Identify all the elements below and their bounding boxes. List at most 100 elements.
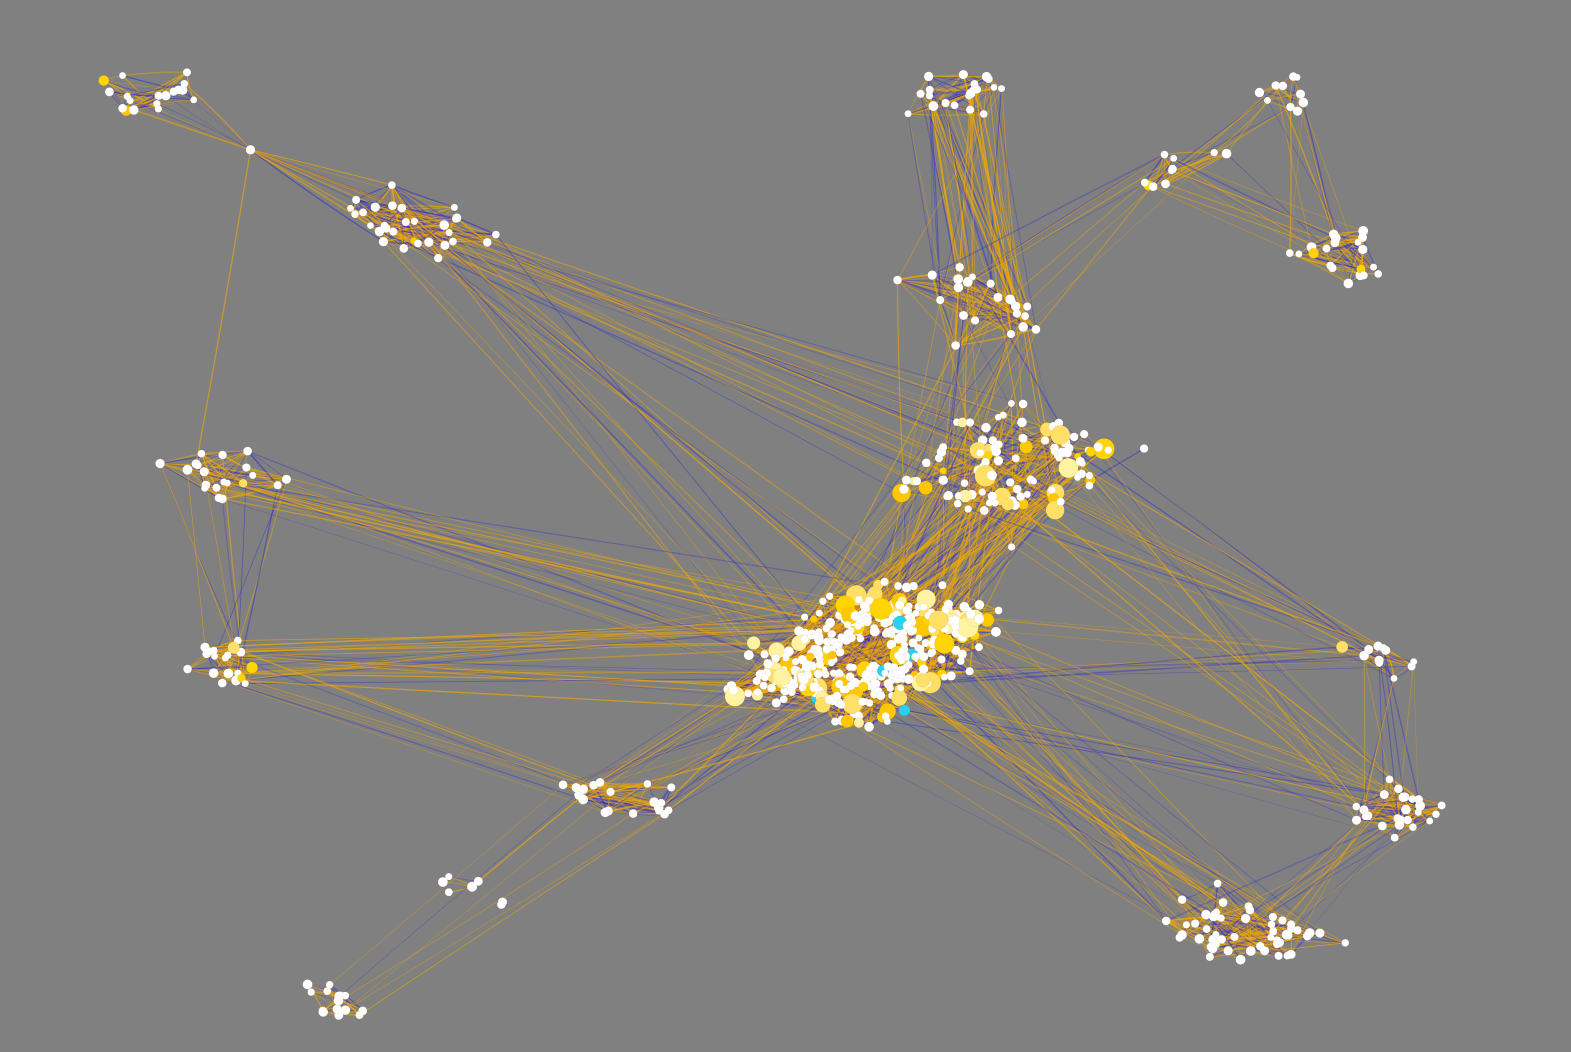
graph-node[interactable]	[1222, 149, 1232, 159]
graph-node[interactable]	[119, 72, 126, 79]
graph-node-highlighted[interactable]	[810, 615, 818, 623]
graph-node[interactable]	[1296, 90, 1305, 99]
graph-node[interactable]	[243, 447, 252, 456]
graph-node[interactable]	[926, 86, 934, 94]
graph-node[interactable]	[959, 70, 968, 79]
graph-node[interactable]	[379, 237, 388, 246]
graph-node[interactable]	[399, 244, 408, 253]
graph-node[interactable]	[924, 72, 933, 81]
graph-node[interactable]	[904, 674, 914, 684]
graph-node[interactable]	[744, 689, 752, 697]
graph-node-highlighted[interactable]	[940, 467, 947, 474]
graph-node[interactable]	[763, 659, 772, 668]
graph-node[interactable]	[1018, 322, 1028, 332]
graph-node[interactable]	[1032, 325, 1041, 334]
graph-node[interactable]	[857, 635, 864, 642]
graph-node[interactable]	[894, 582, 902, 590]
graph-node[interactable]	[388, 201, 397, 210]
graph-node[interactable]	[1322, 245, 1330, 253]
graph-node[interactable]	[411, 218, 418, 225]
graph-node[interactable]	[840, 634, 849, 643]
graph-node[interactable]	[961, 479, 969, 487]
graph-node[interactable]	[371, 203, 380, 212]
graph-node[interactable]	[388, 181, 396, 189]
graph-node[interactable]	[819, 597, 827, 605]
graph-node-highlighted[interactable]	[99, 75, 110, 86]
graph-node[interactable]	[1009, 298, 1016, 305]
graph-node[interactable]	[439, 220, 449, 230]
graph-node[interactable]	[397, 204, 406, 213]
graph-node[interactable]	[928, 101, 938, 111]
graph-node[interactable]	[1170, 155, 1177, 162]
graph-node[interactable]	[966, 106, 974, 114]
graph-node[interactable]	[831, 718, 839, 726]
graph-node[interactable]	[864, 722, 874, 732]
graph-node[interactable]	[850, 664, 857, 671]
graph-node[interactable]	[899, 634, 908, 643]
graph-node-highlighted[interactable]	[916, 673, 931, 688]
graph-node[interactable]	[835, 669, 844, 678]
graph-node[interactable]	[194, 461, 202, 469]
graph-node[interactable]	[816, 660, 824, 668]
graph-node[interactable]	[1211, 149, 1218, 156]
graph-node[interactable]	[182, 465, 192, 475]
graph-node[interactable]	[905, 110, 912, 117]
graph-node[interactable]	[124, 93, 131, 100]
graph-node[interactable]	[953, 274, 963, 284]
graph-node[interactable]	[966, 609, 975, 618]
graph-node[interactable]	[215, 494, 223, 502]
graph-node-highlighted[interactable]	[239, 479, 248, 488]
graph-node[interactable]	[782, 652, 790, 660]
graph-node[interactable]	[274, 481, 282, 489]
graph-node[interactable]	[1370, 264, 1377, 271]
graph-node[interactable]	[434, 254, 443, 263]
graph-node[interactable]	[944, 600, 953, 609]
graph-node[interactable]	[903, 653, 910, 660]
graph-node[interactable]	[987, 280, 995, 288]
graph-node[interactable]	[200, 467, 209, 476]
graph-node[interactable]	[995, 607, 1003, 615]
graph-node[interactable]	[772, 698, 781, 707]
graph-node[interactable]	[1286, 249, 1294, 257]
graph-node[interactable]	[367, 222, 374, 229]
graph-node[interactable]	[424, 238, 433, 247]
graph-node[interactable]	[760, 650, 768, 658]
graph-node[interactable]	[744, 650, 754, 660]
graph-node[interactable]	[826, 593, 833, 600]
graph-node[interactable]	[902, 583, 912, 593]
graph-node-highlighted[interactable]	[1308, 248, 1318, 258]
graph-node[interactable]	[760, 682, 768, 690]
graph-node[interactable]	[1016, 492, 1025, 501]
graph-node[interactable]	[813, 645, 822, 654]
graph-node[interactable]	[870, 679, 878, 687]
graph-node-highlighted[interactable]	[934, 634, 954, 654]
graph-node[interactable]	[155, 105, 162, 112]
graph-node[interactable]	[847, 682, 855, 690]
graph-node[interactable]	[483, 238, 492, 247]
graph-node-highlighted[interactable]	[747, 636, 760, 649]
graph-node[interactable]	[154, 92, 162, 100]
graph-node[interactable]	[998, 85, 1005, 92]
graph-node[interactable]	[826, 618, 835, 627]
graph-node[interactable]	[249, 472, 256, 479]
graph-node[interactable]	[896, 666, 905, 675]
graph-node[interactable]	[941, 674, 948, 681]
graph-node[interactable]	[979, 436, 986, 443]
graph-node[interactable]	[919, 652, 928, 661]
graph-node[interactable]	[402, 218, 410, 226]
graph-node[interactable]	[1286, 103, 1294, 111]
graph-node[interactable]	[1330, 238, 1339, 247]
graph-node[interactable]	[794, 626, 804, 636]
graph-node[interactable]	[780, 695, 788, 703]
graph-node[interactable]	[920, 603, 927, 610]
graph-node[interactable]	[973, 85, 981, 93]
graph-node[interactable]	[885, 629, 893, 637]
graph-node[interactable]	[810, 682, 820, 692]
graph-node[interactable]	[155, 459, 164, 468]
graph-node[interactable]	[917, 90, 925, 98]
graph-node[interactable]	[1343, 279, 1353, 289]
graph-node[interactable]	[884, 662, 893, 671]
graph-node[interactable]	[951, 341, 960, 350]
graph-node[interactable]	[840, 686, 848, 694]
graph-node[interactable]	[981, 423, 991, 433]
